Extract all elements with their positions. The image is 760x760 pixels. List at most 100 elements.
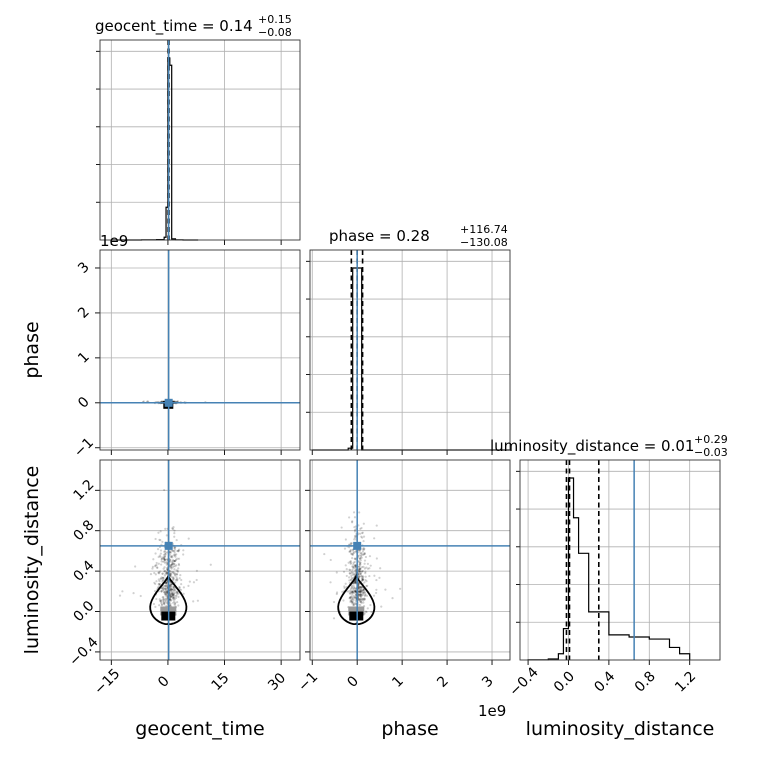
sample-point xyxy=(349,596,352,600)
sample-point xyxy=(362,599,365,602)
sample-point xyxy=(179,588,183,592)
sample-point xyxy=(169,597,172,600)
sample-point xyxy=(170,576,173,579)
sample-point xyxy=(353,564,357,567)
sample-point xyxy=(353,569,357,572)
sample-point xyxy=(335,592,338,596)
sample-point xyxy=(178,585,181,589)
sample-point xyxy=(160,603,164,606)
sample-point xyxy=(353,560,356,564)
sample-point xyxy=(187,537,190,540)
sample-point xyxy=(170,567,173,570)
sample-point xyxy=(348,572,352,575)
sample-point xyxy=(160,601,163,605)
sample-point xyxy=(357,590,360,593)
x-tick-label: −15 xyxy=(91,666,123,698)
sample-point xyxy=(347,590,350,593)
sample-point xyxy=(160,563,163,566)
sample-point xyxy=(173,559,176,563)
sample-point xyxy=(361,550,365,553)
sample-point xyxy=(168,589,172,592)
sample-point xyxy=(361,590,364,594)
sample-point xyxy=(173,598,176,601)
sample-point xyxy=(162,578,165,582)
sample-point xyxy=(349,542,352,545)
sample-point xyxy=(162,600,165,603)
sample-point xyxy=(352,511,356,514)
sample-point xyxy=(159,555,162,558)
x-axis-label-luminosity-distance: luminosity_distance xyxy=(526,718,715,740)
sample-point xyxy=(176,549,179,553)
sample-point xyxy=(399,587,402,590)
sample-point xyxy=(178,548,181,551)
sample-point xyxy=(362,565,365,568)
y-tick-label: 0.8 xyxy=(70,517,97,544)
sample-point xyxy=(364,594,367,597)
x-tick-label: 0 xyxy=(344,673,362,691)
x-tick-label: 1.2 xyxy=(672,668,699,695)
sample-point xyxy=(173,560,176,563)
sample-point xyxy=(365,584,368,588)
sample-point xyxy=(165,571,168,575)
histogram-luminosity_distance xyxy=(527,477,691,661)
panel-frame-phase-phase xyxy=(309,249,511,451)
sample-point xyxy=(162,597,165,600)
sample-point xyxy=(351,557,354,560)
sample-point xyxy=(180,578,183,582)
sample-point xyxy=(354,564,357,567)
sample-point xyxy=(361,536,364,539)
title-sup-phase: +116.74 xyxy=(460,223,508,236)
panel-frame-geocent_time-luminosity_distance xyxy=(99,459,301,661)
sample-point xyxy=(349,578,352,582)
sample-point xyxy=(357,560,360,564)
sample-point xyxy=(361,593,365,596)
sample-point xyxy=(362,522,365,525)
sample-point xyxy=(170,593,174,596)
sample-point xyxy=(172,598,175,601)
sample-point xyxy=(164,558,167,561)
offset-label-phase: 1e9 xyxy=(100,232,128,250)
sample-point xyxy=(365,594,369,597)
sample-point xyxy=(170,582,173,585)
sample-point xyxy=(172,590,175,593)
sample-point xyxy=(169,583,172,587)
sample-point xyxy=(350,542,353,545)
sample-point xyxy=(352,602,356,606)
sample-point xyxy=(160,560,163,563)
sample-point xyxy=(360,599,363,602)
sample-point xyxy=(157,583,160,586)
sample-point xyxy=(349,548,352,552)
sample-point xyxy=(169,585,173,589)
sample-point xyxy=(163,569,166,572)
sample-point xyxy=(363,559,367,562)
sample-point xyxy=(165,583,168,586)
sample-point xyxy=(359,572,363,575)
sample-point xyxy=(360,601,363,604)
sample-point xyxy=(359,559,362,562)
sample-point xyxy=(363,562,366,565)
sample-point xyxy=(359,527,362,531)
sample-point xyxy=(353,580,357,583)
sample-point xyxy=(350,572,353,575)
sample-point xyxy=(357,590,360,594)
sample-point xyxy=(169,599,172,602)
sample-point xyxy=(365,580,368,583)
sample-point xyxy=(165,591,169,594)
sample-point xyxy=(373,574,376,577)
sample-point xyxy=(363,567,366,570)
sample-point xyxy=(361,570,364,573)
sample-point xyxy=(177,549,180,552)
density-core xyxy=(349,611,364,621)
sample-point xyxy=(353,590,356,593)
sample-point xyxy=(352,563,355,566)
sample-point xyxy=(165,592,168,596)
sample-point xyxy=(153,589,157,593)
sample-point xyxy=(165,563,168,566)
sample-point xyxy=(162,556,166,560)
sample-point xyxy=(366,584,369,587)
sample-point xyxy=(370,610,373,614)
sample-point xyxy=(360,579,364,582)
sample-point xyxy=(358,598,361,601)
sample-point xyxy=(375,588,378,591)
sample-point xyxy=(155,561,158,565)
